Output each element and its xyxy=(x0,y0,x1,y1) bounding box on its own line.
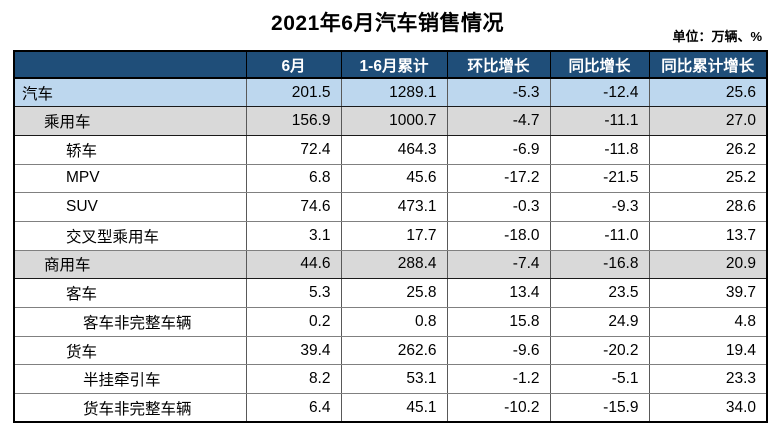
header-cell-yoy-cum: 同比累计增长 xyxy=(648,50,768,79)
table-row-banguaqianyinche: 半挂牵引车 8.2 53.1 -1.2 -5.1 23.3 xyxy=(13,364,768,395)
row-label: 乘用车 xyxy=(13,106,247,136)
table-row-qiche: 汽车 201.5 1289.1 -5.3 -12.4 25.6 xyxy=(13,78,768,108)
cell-value: -9.3 xyxy=(549,192,650,222)
row-label: 汽车 xyxy=(13,78,247,108)
cell-value: 19.4 xyxy=(648,336,768,366)
cell-value: 25.2 xyxy=(648,164,768,194)
row-label: 半挂牵引车 xyxy=(13,364,247,395)
cell-value: 17.7 xyxy=(340,221,448,251)
unit-label: 单位：万辆、% xyxy=(672,29,762,44)
cell-value: 45.1 xyxy=(340,393,448,423)
cell-value: -11.1 xyxy=(549,106,650,136)
cell-value: -11.0 xyxy=(549,221,650,251)
cell-value: 201.5 xyxy=(245,78,342,108)
cell-value: 25.8 xyxy=(340,278,448,308)
row-label: 货车非完整车辆 xyxy=(13,393,247,423)
row-label: 轿车 xyxy=(13,135,247,165)
cell-value: 1000.7 xyxy=(340,106,448,136)
table-row-suv: SUV 74.6 473.1 -0.3 -9.3 28.6 xyxy=(13,192,768,222)
cell-value: 13.4 xyxy=(446,278,551,308)
cell-value: -1.2 xyxy=(446,364,551,395)
cell-value: -11.8 xyxy=(549,135,650,165)
cell-value: 3.1 xyxy=(245,221,342,251)
cell-value: 24.9 xyxy=(549,307,650,337)
table-row-jiaoche: 轿车 72.4 464.3 -6.9 -11.8 26.2 xyxy=(13,135,768,165)
cell-value: 44.6 xyxy=(245,250,342,280)
cell-value: -6.9 xyxy=(446,135,551,165)
cell-value: 464.3 xyxy=(340,135,448,165)
cell-value: -21.5 xyxy=(549,164,650,194)
cell-value: 6.8 xyxy=(245,164,342,194)
cell-value: 8.2 xyxy=(245,364,342,395)
cell-value: -10.2 xyxy=(446,393,551,423)
cell-value: -7.4 xyxy=(446,250,551,280)
header-cell-name xyxy=(13,50,247,79)
cell-value: -4.7 xyxy=(446,106,551,136)
cell-value: -17.2 xyxy=(446,164,551,194)
cell-value: 288.4 xyxy=(340,250,448,280)
cell-value: 45.6 xyxy=(340,164,448,194)
row-label: 货车 xyxy=(13,336,247,366)
cell-value: -0.3 xyxy=(446,192,551,222)
cell-value: 15.8 xyxy=(446,307,551,337)
cell-value: 20.9 xyxy=(648,250,768,280)
table-row-huoche: 货车 39.4 262.6 -9.6 -20.2 19.4 xyxy=(13,336,768,366)
row-label: 商用车 xyxy=(13,250,247,280)
cell-value: 72.4 xyxy=(245,135,342,165)
cell-value: -5.1 xyxy=(549,364,650,395)
table-row-shangyongche: 商用车 44.6 288.4 -7.4 -16.8 20.9 xyxy=(13,250,768,280)
cell-value: 4.8 xyxy=(648,307,768,337)
cell-value: 26.2 xyxy=(648,135,768,165)
row-label: 客车 xyxy=(13,278,247,308)
cell-value: 27.0 xyxy=(648,106,768,136)
cell-value: 34.0 xyxy=(648,393,768,423)
cell-value: 28.6 xyxy=(648,192,768,222)
cell-value: -12.4 xyxy=(549,78,650,108)
row-label: SUV xyxy=(13,192,247,222)
cell-value: 1289.1 xyxy=(340,78,448,108)
cell-value: 6.4 xyxy=(245,393,342,423)
cell-value: 0.8 xyxy=(340,307,448,337)
table-row-jiaochaxing: 交叉型乘用车 3.1 17.7 -18.0 -11.0 13.7 xyxy=(13,221,768,251)
cell-value: 39.7 xyxy=(648,278,768,308)
cell-value: -5.3 xyxy=(446,78,551,108)
header-cell-june: 6月 xyxy=(245,50,342,79)
page-title: 2021年6月汽车销售情况 xyxy=(271,12,504,35)
header-cell-ytd: 1-6月累计 xyxy=(340,50,448,79)
header-cell-mom: 环比增长 xyxy=(446,50,551,79)
cell-value: 39.4 xyxy=(245,336,342,366)
table-row-keche-incomplete: 客车非完整车辆 0.2 0.8 15.8 24.9 4.8 xyxy=(13,307,768,337)
cell-value: 262.6 xyxy=(340,336,448,366)
cell-value: -20.2 xyxy=(549,336,650,366)
sales-table: 6月 1-6月累计 环比增长 同比增长 同比累计增长 汽车 201.5 1289… xyxy=(13,50,768,424)
row-label: 交叉型乘用车 xyxy=(13,221,247,251)
cell-value: 13.7 xyxy=(648,221,768,251)
row-label: MPV xyxy=(13,164,247,194)
cell-value: 156.9 xyxy=(245,106,342,136)
cell-value: 74.6 xyxy=(245,192,342,222)
row-label: 客车非完整车辆 xyxy=(13,307,247,337)
table-row-chengyongche: 乘用车 156.9 1000.7 -4.7 -11.1 27.0 xyxy=(13,106,768,136)
header-cell-yoy: 同比增长 xyxy=(549,50,650,79)
table-row-keche: 客车 5.3 25.8 13.4 23.5 39.7 xyxy=(13,278,768,308)
cell-value: 25.6 xyxy=(648,78,768,108)
cell-value: -9.6 xyxy=(446,336,551,366)
cell-value: 5.3 xyxy=(245,278,342,308)
cell-value: 23.3 xyxy=(648,364,768,395)
cell-value: 473.1 xyxy=(340,192,448,222)
table-row-mpv: MPV 6.8 45.6 -17.2 -21.5 25.2 xyxy=(13,164,768,194)
cell-value: -18.0 xyxy=(446,221,551,251)
cell-value: 53.1 xyxy=(340,364,448,395)
header-row: 6月 1-6月累计 环比增长 同比增长 同比累计增长 xyxy=(13,50,768,79)
table-row-huoche-incomplete: 货车非完整车辆 6.4 45.1 -10.2 -15.9 34.0 xyxy=(13,393,768,423)
cell-value: -15.9 xyxy=(549,393,650,423)
cell-value: 0.2 xyxy=(245,307,342,337)
cell-value: 23.5 xyxy=(549,278,650,308)
cell-value: -16.8 xyxy=(549,250,650,280)
